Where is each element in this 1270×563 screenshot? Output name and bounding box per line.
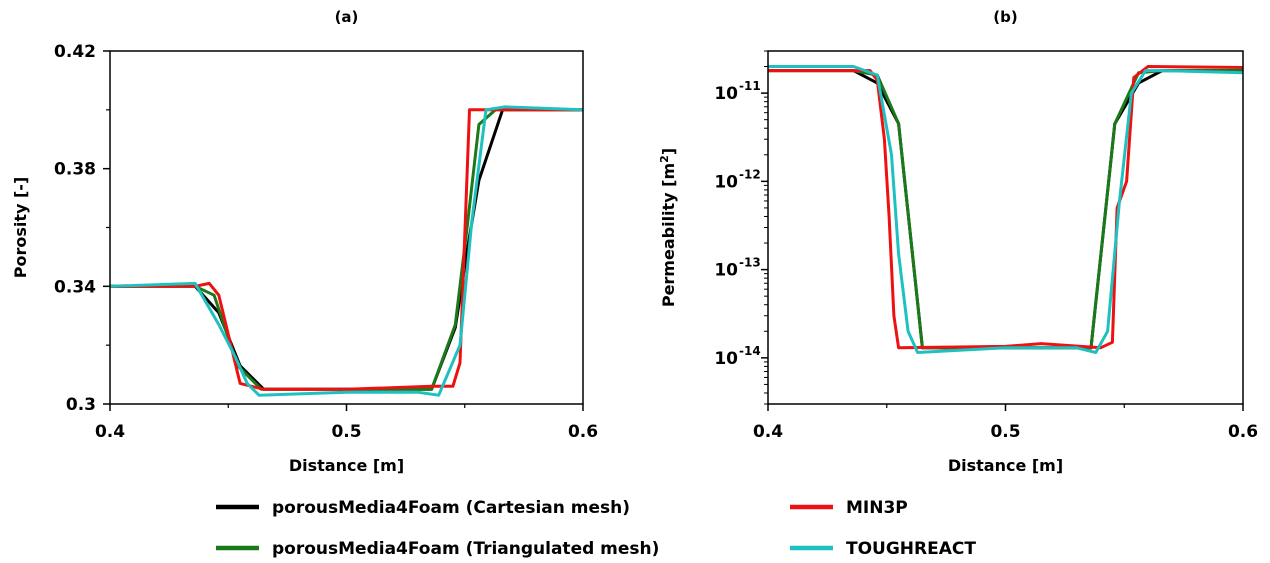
y-tick-label: 0.34 [54,277,96,297]
series-line-porousmedia4foam-triangulated-mesh [110,108,583,391]
series-group [768,65,1243,354]
series-line-min3p [768,65,1243,350]
y-axis-label-text: Permeability [m [659,163,678,307]
x-axis-label: Distance [m] [289,456,404,475]
y-tick-exponent: -14 [739,344,761,358]
x-tick-label: 0.6 [1228,422,1258,442]
x-tick-label: 0.6 [568,422,598,442]
plot-frame [109,50,584,405]
y-tick-label: 10 [714,172,738,192]
y-axis-label-sup: 2 [658,155,671,163]
chart-title: (a) [335,8,359,26]
plot-frame [767,50,1244,405]
panel-a: (a) 0.4 0.5 0.6 0.3 0.34 0.38 0.42 Distance [m] P… [11,8,598,475]
series-line-porousmedia4foam-cartesian-mesh [768,69,1243,350]
legend: porousMedia4Foam (Cartesian mesh) MIN3P po… [216,498,976,559]
x-tick-label: 0.4 [753,422,783,442]
chart-title: (b) [993,8,1017,26]
series-line-toughreact [768,65,1243,354]
legend-label: porousMedia4Foam (Triangulated mesh) [272,539,659,559]
y-tick-label: 10 [714,349,738,369]
y-tick-label: 0.3 [66,395,96,415]
y-tick-label: 0.38 [54,160,96,180]
y-tick-label: 10 [714,261,738,281]
y-tick-exponent: -12 [739,167,761,181]
y-tick-label: 10 [714,84,738,104]
y-axis-label: Porosity [-] [11,177,30,279]
series-line-porousmedia4foam-cartesian-mesh [110,108,583,391]
legend-label: porousMedia4Foam (Cartesian mesh) [272,498,630,518]
x-tick-label: 0.5 [990,422,1020,442]
legend-label: MIN3P [846,498,908,518]
y-axis-label-text: Porosity [-] [11,177,30,279]
y-axis-label: Permeability [m2] [658,148,678,307]
y-tick-exponent: -11 [739,79,761,93]
series-group [110,105,583,397]
legend-label: TOUGHREACT [846,539,976,559]
x-tick-label: 0.4 [95,422,125,442]
y-axis-label-end: ] [659,148,678,155]
series-line-porousmedia4foam-triangulated-mesh [768,69,1243,350]
x-axis-label: Distance [m] [948,456,1063,475]
y-tick-exponent: -13 [739,256,761,270]
x-tick-label: 0.5 [331,422,361,442]
y-tick-label: 0.42 [54,42,96,62]
series-line-min3p [110,108,583,391]
series-line-toughreact [110,105,583,397]
